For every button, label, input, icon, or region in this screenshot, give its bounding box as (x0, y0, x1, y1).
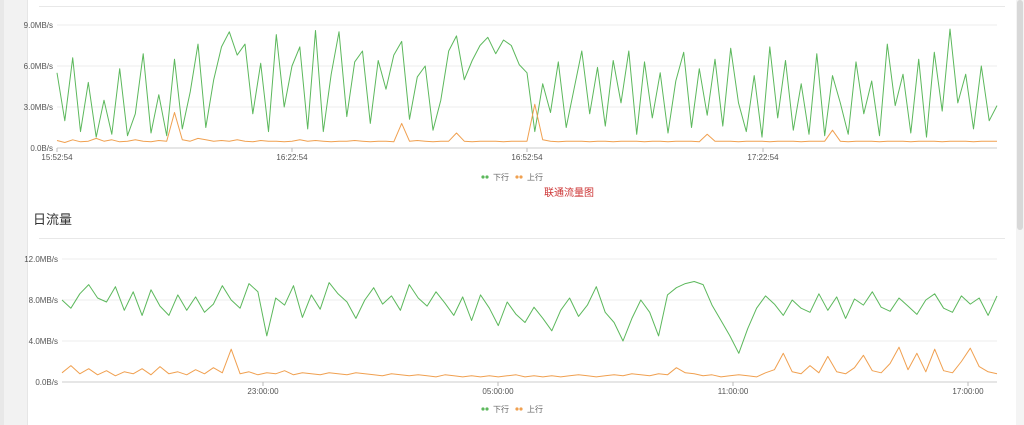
x-tick-label: 11:00:00 (718, 387, 749, 396)
chart-top-traffic: 0.0B/s 3.0MB/s 6.0MB/s 9.0MB/s 15:52:54 16:22… (24, 21, 998, 182)
page-left-edge (0, 0, 4, 425)
legend-label: 上行 (527, 404, 543, 414)
y-tick-label: 0.0B/s (30, 144, 53, 153)
content-panel (27, 0, 1017, 425)
chart-caption: 联通流量图 (544, 188, 594, 199)
section-divider (39, 238, 1005, 239)
scrollbar[interactable] (1016, 0, 1024, 425)
legend-marker (515, 175, 519, 179)
y-tick-label: 4.0MB/s (29, 337, 58, 346)
chart-daily-traffic: 0.0B/s 4.0MB/s 8.0MB/s 12.0MB/s 23:00:00 05:0… (24, 255, 998, 414)
legend-marker (519, 407, 523, 411)
y-tick-label: 8.0MB/s (29, 296, 58, 305)
x-tick-label: 16:52:54 (511, 153, 543, 162)
legend-marker (481, 175, 485, 179)
y-tick-label: 9.0MB/s (24, 21, 53, 30)
x-tick-label: 17:22:54 (747, 153, 779, 162)
legend-label: 上行 (527, 172, 543, 182)
legend-marker (515, 407, 519, 411)
series-line-upload (56, 103, 997, 143)
y-tick-label: 0.0B/s (35, 378, 58, 387)
y-tick-label: 12.0MB/s (24, 255, 58, 264)
series-line-upload (61, 346, 998, 378)
scrollbar-thumb[interactable] (1017, 0, 1023, 230)
series-line-download (56, 28, 998, 138)
x-tick-label: 05:00:00 (482, 387, 514, 396)
y-tick-label: 3.0MB/s (24, 103, 53, 112)
top-divider (39, 6, 1005, 7)
legend-label: 下行 (493, 172, 509, 182)
legend-marker (519, 175, 523, 179)
series-line-download (61, 281, 998, 354)
x-tick-label: 15:52:54 (41, 153, 73, 162)
legend-marker (485, 407, 489, 411)
x-tick-label: 16:22:54 (276, 153, 308, 162)
x-tick-label: 23:00:00 (247, 387, 279, 396)
section-title-daily-traffic: 日流量 (33, 212, 73, 227)
y-tick-label: 6.0MB/s (24, 62, 53, 71)
x-tick-label: 17:00:00 (952, 387, 984, 396)
legend-marker (481, 407, 485, 411)
legend-label: 下行 (493, 404, 509, 414)
legend-marker (485, 175, 489, 179)
